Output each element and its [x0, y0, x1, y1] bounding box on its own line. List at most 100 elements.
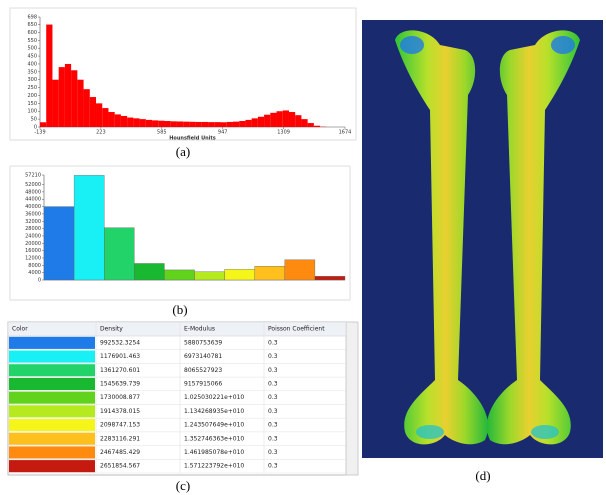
y-tick-label: 48000 — [25, 189, 41, 195]
table-cell: 0.3 — [268, 463, 278, 470]
table-cell: 2467485.429 — [100, 449, 140, 456]
table-cell: 6973140781 — [184, 353, 222, 360]
table-cell: 1361270.601 — [100, 367, 140, 374]
histogram-bar — [177, 121, 183, 127]
caption: (d) — [475, 468, 490, 483]
caption: (c) — [176, 478, 190, 493]
y-tick-label: 698 — [27, 15, 37, 21]
x-tick-label: 223 — [96, 130, 106, 136]
histogram-bar — [196, 122, 202, 127]
table-cell: 0.3 — [268, 449, 278, 456]
x-tick-label: 585 — [157, 130, 167, 136]
table-cell: 2651854.567 — [100, 463, 140, 470]
y-tick-label: 450 — [27, 54, 37, 60]
color-swatch — [9, 378, 95, 390]
histogram-bar — [301, 119, 307, 127]
histogram-bar — [239, 121, 245, 127]
column-header: E-Modulus — [184, 326, 215, 333]
table-cell: 1.461985078e+010 — [184, 449, 244, 456]
table-cell: 8065527923 — [184, 367, 222, 374]
histogram-bar — [52, 80, 58, 127]
caption: (a) — [176, 144, 190, 159]
histogram-bar — [121, 116, 127, 127]
table-cell: 0.3 — [268, 353, 278, 360]
color-swatch — [9, 337, 95, 349]
histogram-bar — [77, 80, 83, 127]
y-tick-label: 0 — [38, 278, 41, 284]
y-tick-label: 8000 — [28, 263, 41, 269]
table-cell: 1.243507649e+010 — [184, 422, 244, 429]
table-cell: 0.3 — [268, 380, 278, 387]
y-tick-label: 250 — [27, 85, 37, 91]
y-tick-label: 32000 — [25, 219, 41, 225]
table-cell: 9157915066 — [184, 380, 222, 387]
table-cell: 1.025030221e+010 — [184, 394, 244, 401]
color-swatch — [9, 446, 95, 458]
y-tick-label: 150 — [27, 101, 37, 107]
bar — [285, 260, 315, 280]
y-tick-label: 350 — [27, 69, 37, 75]
table-cell: 1545639.739 — [100, 380, 140, 387]
x-tick-label: -139 — [34, 130, 45, 136]
y-tick-label: 50 — [31, 117, 37, 123]
histogram-bar — [252, 118, 258, 127]
histogram-bar — [264, 115, 270, 127]
table-cell: 1.571223792e+010 — [184, 463, 244, 470]
table-cell: 1730008.877 — [100, 394, 140, 401]
histogram-bar — [102, 108, 108, 127]
bar — [255, 266, 285, 280]
color-swatch — [9, 364, 95, 376]
bar — [134, 263, 164, 280]
table-cell: 5880753639 — [184, 339, 222, 346]
histogram-bar — [133, 118, 139, 127]
histogram-bar — [46, 25, 52, 127]
histogram-bar — [164, 121, 170, 127]
histogram-bar — [295, 115, 301, 127]
histogram-bar — [208, 122, 214, 127]
y-tick-label: 12000 — [25, 255, 41, 261]
column-header: Poisson Coefficient — [268, 326, 325, 333]
y-tick-label: 200 — [27, 93, 37, 99]
y-tick-label: 20000 — [25, 241, 41, 247]
bar — [74, 175, 104, 280]
histogram-bar — [171, 121, 177, 127]
bar — [104, 228, 134, 280]
column-header: Color — [12, 326, 28, 333]
scrollbar[interactable] — [346, 322, 358, 475]
y-tick-label: 24000 — [25, 233, 41, 239]
histogram-bar — [115, 114, 121, 127]
histogram-bar — [158, 121, 164, 127]
histogram-bar — [65, 64, 71, 127]
x-tick-label: 1309 — [277, 130, 290, 136]
y-tick-label: 500 — [27, 46, 37, 52]
y-tick-label: 100 — [27, 109, 37, 115]
histogram-bar — [40, 122, 46, 127]
stress-patch — [551, 36, 575, 54]
histogram-bar — [202, 122, 208, 127]
histogram-bar — [277, 111, 283, 127]
stress-patch — [531, 425, 559, 439]
histogram-bar — [90, 97, 96, 127]
color-swatch — [9, 405, 95, 417]
color-swatch — [9, 351, 95, 363]
y-tick-label: 40000 — [25, 204, 41, 210]
bar — [315, 276, 345, 280]
bar — [195, 272, 225, 280]
y-tick-label: 16000 — [25, 248, 41, 254]
histogram-bar — [308, 123, 314, 127]
table-cell: 0.3 — [268, 408, 278, 415]
table-cell: 0.3 — [268, 394, 278, 401]
histogram-bar — [183, 122, 189, 127]
table-cell: 1914378.015 — [100, 408, 140, 415]
histogram-bar — [146, 120, 152, 127]
histogram-bar — [283, 110, 289, 127]
table-cell: 0.3 — [268, 422, 278, 429]
x-tick-label: 1674 — [339, 130, 352, 136]
table-cell: 1.134268935e+010 — [184, 408, 244, 415]
histogram-bar — [96, 103, 102, 127]
x-tick-label: 947 — [218, 130, 228, 136]
caption: (b) — [172, 302, 187, 317]
histogram-bar — [59, 67, 65, 127]
y-tick-label: 4000 — [28, 270, 41, 276]
histogram-bar — [270, 113, 276, 127]
